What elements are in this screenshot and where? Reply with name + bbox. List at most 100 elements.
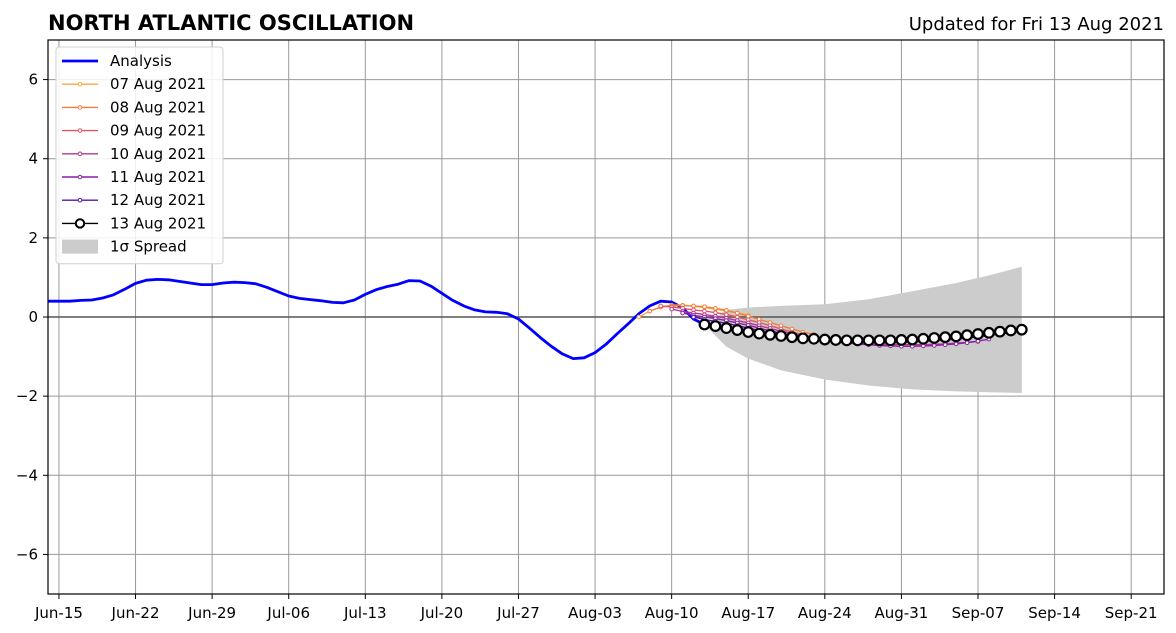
data-point bbox=[713, 310, 718, 315]
chart-subtitle: Updated for Fri 13 Aug 2021 bbox=[909, 14, 1164, 35]
data-point bbox=[775, 330, 787, 342]
series-line bbox=[48, 277, 706, 361]
data-point bbox=[851, 334, 864, 347]
legend-label: 08 Aug 2021 bbox=[110, 98, 206, 116]
data-point bbox=[731, 324, 744, 336]
series-0 bbox=[48, 277, 706, 361]
data-point bbox=[724, 307, 729, 313]
data-point bbox=[906, 333, 919, 346]
data-point bbox=[895, 334, 908, 346]
data-point bbox=[636, 314, 642, 320]
x-tick-label: Sep-21 bbox=[1105, 604, 1158, 622]
data-point bbox=[917, 332, 930, 345]
data-point bbox=[720, 322, 733, 334]
legend-swatch-marker bbox=[74, 218, 86, 229]
y-tick-label: −4 bbox=[16, 466, 38, 484]
data-point bbox=[829, 334, 842, 346]
x-tick-label: Jul-06 bbox=[266, 604, 310, 622]
data-point bbox=[950, 330, 963, 343]
data-point bbox=[931, 343, 937, 348]
legend-box bbox=[55, 46, 224, 265]
data-point bbox=[928, 332, 941, 344]
x-tick-label: Sep-07 bbox=[952, 604, 1005, 622]
data-point bbox=[691, 303, 696, 309]
data-point bbox=[873, 334, 886, 347]
data-point bbox=[745, 313, 751, 319]
y-tick-label: 2 bbox=[28, 229, 38, 247]
data-point bbox=[1004, 324, 1017, 337]
data-point bbox=[993, 325, 1006, 338]
data-point bbox=[807, 332, 820, 345]
x-tick-label: Jun-22 bbox=[111, 604, 160, 622]
y-tick-label: 6 bbox=[28, 71, 38, 89]
y-tick-label: 4 bbox=[28, 150, 38, 168]
data-point bbox=[942, 342, 948, 348]
legend-swatch-spread bbox=[62, 239, 98, 254]
data-point bbox=[818, 333, 831, 346]
x-tick-label: Aug-31 bbox=[875, 604, 929, 622]
data-point bbox=[734, 310, 740, 316]
legend-label: 10 Aug 2021 bbox=[110, 145, 206, 163]
data-point bbox=[764, 328, 777, 341]
legend: Analysis 07 Aug 2021 08 Aug 2021 09 Aug 202… bbox=[55, 46, 224, 265]
data-point bbox=[702, 304, 707, 310]
data-point bbox=[698, 318, 711, 331]
legend-swatch-marker bbox=[77, 174, 83, 180]
data-point bbox=[658, 303, 664, 309]
spread-band bbox=[704, 266, 1022, 393]
x-axis-ticks: Jun-15 Jun-22 Jun-29 Jul-06 Jul-13 Jul-20 Jul-… bbox=[34, 594, 1158, 622]
data-point bbox=[862, 334, 875, 347]
data-point bbox=[797, 332, 809, 345]
legend-label: 12 Aug 2021 bbox=[110, 191, 206, 209]
data-point bbox=[939, 331, 952, 344]
data-point bbox=[972, 328, 984, 340]
data-point bbox=[709, 320, 722, 333]
legend-label: 11 Aug 2021 bbox=[110, 168, 206, 186]
x-tick-label: Jun-29 bbox=[187, 604, 236, 622]
series-2 bbox=[647, 303, 817, 337]
data-point bbox=[734, 314, 740, 320]
chart-title: NORTH ATLANTIC OSCILLATION bbox=[48, 11, 414, 35]
data-point bbox=[840, 334, 853, 347]
data-point bbox=[786, 331, 798, 344]
data-point bbox=[680, 310, 685, 316]
legend-swatch-marker bbox=[77, 151, 83, 157]
legend-label: Analysis bbox=[110, 52, 172, 70]
legend-label-spread: 1σ Spread bbox=[110, 238, 187, 256]
data-point bbox=[884, 334, 897, 347]
legend-swatch-marker bbox=[77, 81, 83, 87]
data-point bbox=[964, 340, 970, 346]
data-point bbox=[647, 308, 653, 314]
data-point bbox=[753, 327, 766, 340]
legend-label: 13 Aug 2021 bbox=[110, 214, 206, 232]
data-point bbox=[1015, 323, 1028, 336]
data-point bbox=[961, 329, 973, 342]
data-point bbox=[713, 305, 718, 311]
legend-swatch-marker bbox=[77, 105, 83, 110]
y-tick-label: 0 bbox=[28, 308, 38, 326]
data-point bbox=[953, 341, 959, 347]
data-point bbox=[724, 312, 729, 317]
x-tick-label: Aug-24 bbox=[798, 604, 852, 622]
x-tick-label: Jun-15 bbox=[34, 604, 83, 622]
x-tick-label: Aug-03 bbox=[568, 604, 622, 622]
x-tick-label: Aug-10 bbox=[645, 604, 699, 622]
legend-swatch-marker bbox=[77, 197, 83, 203]
legend-label: 07 Aug 2021 bbox=[110, 75, 206, 93]
spread-area bbox=[704, 266, 1022, 393]
series-7 bbox=[698, 318, 1028, 347]
x-tick-label: Sep-14 bbox=[1028, 604, 1081, 622]
y-axis-ticks: −6 −4 −2 0 2 4 6 bbox=[16, 71, 48, 563]
data-point bbox=[702, 308, 707, 314]
legend-swatch-marker bbox=[77, 128, 83, 133]
legend-label: 09 Aug 2021 bbox=[110, 122, 206, 140]
x-tick-label: Jul-20 bbox=[420, 604, 464, 622]
x-tick-label: Jul-13 bbox=[343, 604, 387, 622]
x-tick-label: Jul-27 bbox=[496, 604, 540, 622]
series-line bbox=[649, 304, 815, 336]
data-point bbox=[742, 326, 755, 338]
series-group bbox=[48, 277, 1028, 361]
data-point bbox=[983, 326, 995, 339]
data-point bbox=[691, 314, 696, 320]
